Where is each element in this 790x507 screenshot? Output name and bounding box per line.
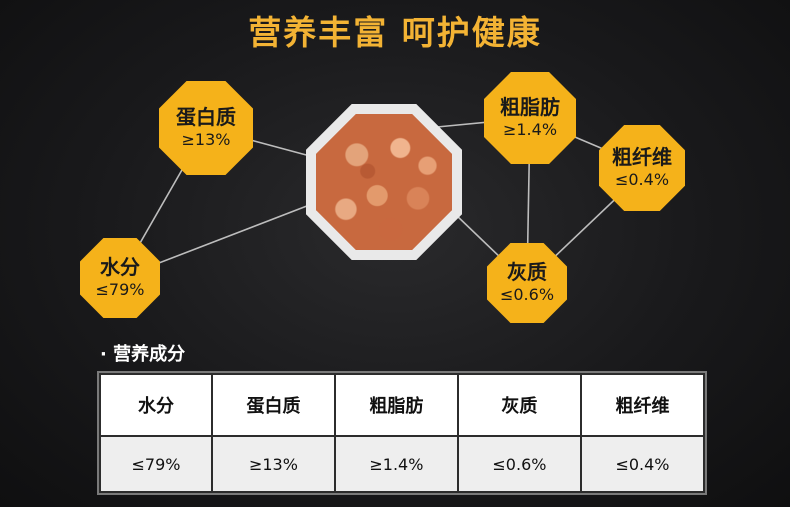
nutrition-table: 水分 蛋白质 粗脂肪 灰质 粗纤维 ≤79% ≥13% ≥1.4% ≤0.6% … [97, 371, 707, 495]
nutrient-name: 水分 [100, 255, 140, 279]
table-header-cell: 粗脂肪 [335, 375, 457, 435]
nutrient-name: 蛋白质 [176, 105, 236, 129]
table-header-cell: 灰质 [458, 375, 580, 435]
nutrient-badge-ash: 灰质 ≤0.6% [487, 243, 567, 323]
page-title: 营养丰富 呵护健康 [248, 13, 542, 52]
nutrient-badge-crude-fiber: 粗纤维 ≤0.4% [599, 125, 685, 211]
nutrient-name: 粗纤维 [612, 145, 672, 169]
nutrient-value: ≤79% [95, 280, 145, 299]
nutrient-badge-crude-fat: 粗脂肪 ≥1.4% [484, 72, 576, 164]
table-cell: ≤79% [101, 437, 212, 491]
section-label: · 营养成分 [100, 344, 186, 365]
table-cell: ≥1.4% [335, 437, 457, 491]
food-closeup-image [316, 114, 452, 250]
table-header-row: 水分 蛋白质 粗脂肪 灰质 粗纤维 [101, 375, 703, 435]
table-header-cell: 水分 [101, 375, 212, 435]
table-row: ≤79% ≥13% ≥1.4% ≤0.6% ≤0.4% [101, 437, 703, 491]
table-cell: ≥13% [213, 437, 334, 491]
table-header-cell: 粗纤维 [581, 375, 703, 435]
nutrient-value: ≤0.4% [614, 170, 670, 189]
nutrient-name: 粗脂肪 [500, 95, 560, 119]
table-cell: ≤0.4% [581, 437, 703, 491]
nutrient-value: ≥13% [181, 130, 231, 149]
table-header-cell: 蛋白质 [213, 375, 334, 435]
table-cell: ≤0.6% [458, 437, 580, 491]
nutrient-name: 灰质 [507, 260, 547, 284]
nutrient-value: ≤0.6% [499, 285, 555, 304]
nutrient-badge-protein: 蛋白质 ≥13% [159, 81, 253, 175]
nutrient-value: ≥1.4% [502, 120, 558, 139]
nutrient-badge-moisture: 水分 ≤79% [80, 238, 160, 318]
